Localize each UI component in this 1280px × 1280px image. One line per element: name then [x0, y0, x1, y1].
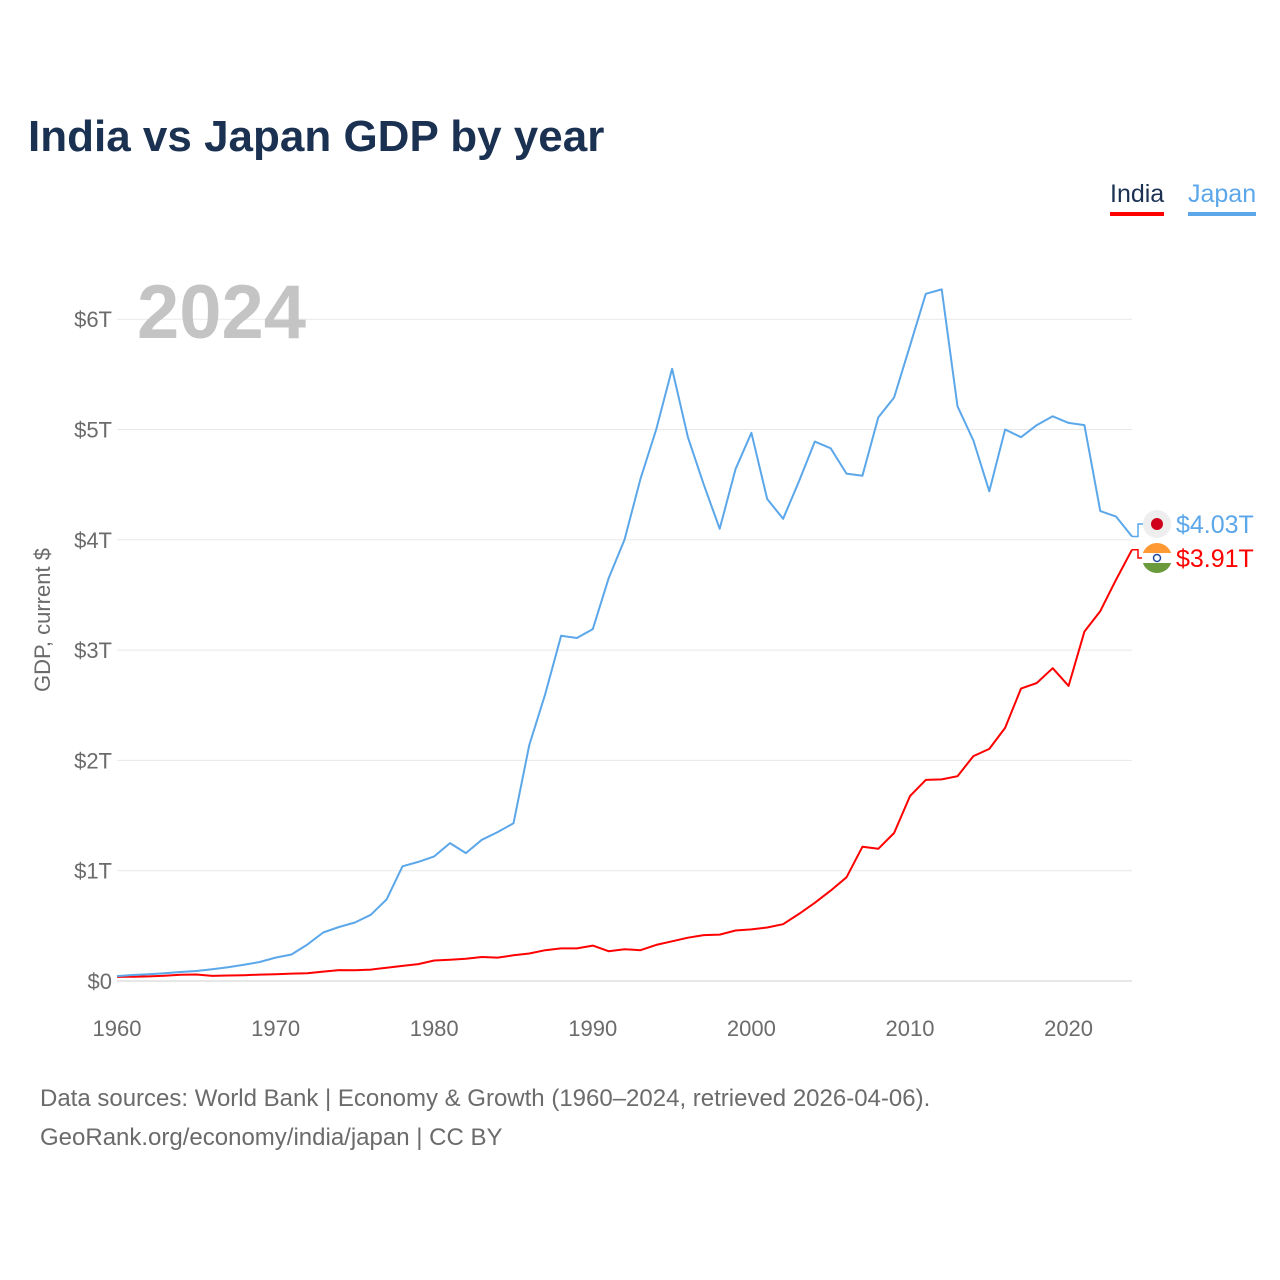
y-tick-label: $2T	[74, 748, 112, 773]
flag-stripes	[1142, 543, 1172, 573]
y-tick-label: $6T	[74, 307, 112, 332]
x-tick-label: 2020	[1044, 1016, 1093, 1041]
flag-chakra	[1152, 553, 1162, 563]
end-value-label: $3.91T	[1176, 545, 1254, 573]
y-tick-label: $4T	[74, 528, 112, 553]
x-tick-label: 1970	[251, 1016, 300, 1041]
flag-white	[1142, 553, 1172, 563]
x-tick-label: 1960	[93, 1016, 142, 1041]
x-tick-label: 1990	[568, 1016, 617, 1041]
chart-title: India vs Japan GDP by year	[28, 112, 605, 161]
flag-icon-india	[1142, 543, 1172, 573]
x-tick-label: 2000	[727, 1016, 776, 1041]
series-line-india	[116, 549, 1133, 978]
y-tick-label: $0	[88, 969, 112, 994]
legend-japan[interactable]: Japan	[1188, 180, 1257, 216]
flag-icon-japan	[1143, 510, 1171, 538]
footer-sources: Data sources: World Bank | Economy & Gro…	[40, 1085, 931, 1112]
end-value-label: $4.03T	[1176, 511, 1254, 539]
flag-green	[1142, 563, 1172, 573]
end-connector	[1132, 523, 1144, 538]
y-tick-label: $5T	[74, 418, 112, 443]
legend-india[interactable]: India	[1110, 180, 1165, 216]
series-line-japan	[116, 288, 1133, 978]
flag-saffron	[1142, 543, 1172, 553]
x-tick-label: 1980	[410, 1016, 459, 1041]
end-connector	[1132, 548, 1144, 559]
x-tick-label: 2010	[885, 1016, 934, 1041]
y-tick-label: $1T	[74, 859, 112, 884]
footer-credit: GeoRank.org/economy/india/japan | CC BY	[40, 1124, 503, 1151]
flag-sun	[1151, 518, 1163, 530]
y-tick-label: $3T	[74, 638, 112, 663]
y-axis-label: GDP, current $	[30, 548, 55, 692]
year-watermark: 2024	[137, 270, 306, 355]
